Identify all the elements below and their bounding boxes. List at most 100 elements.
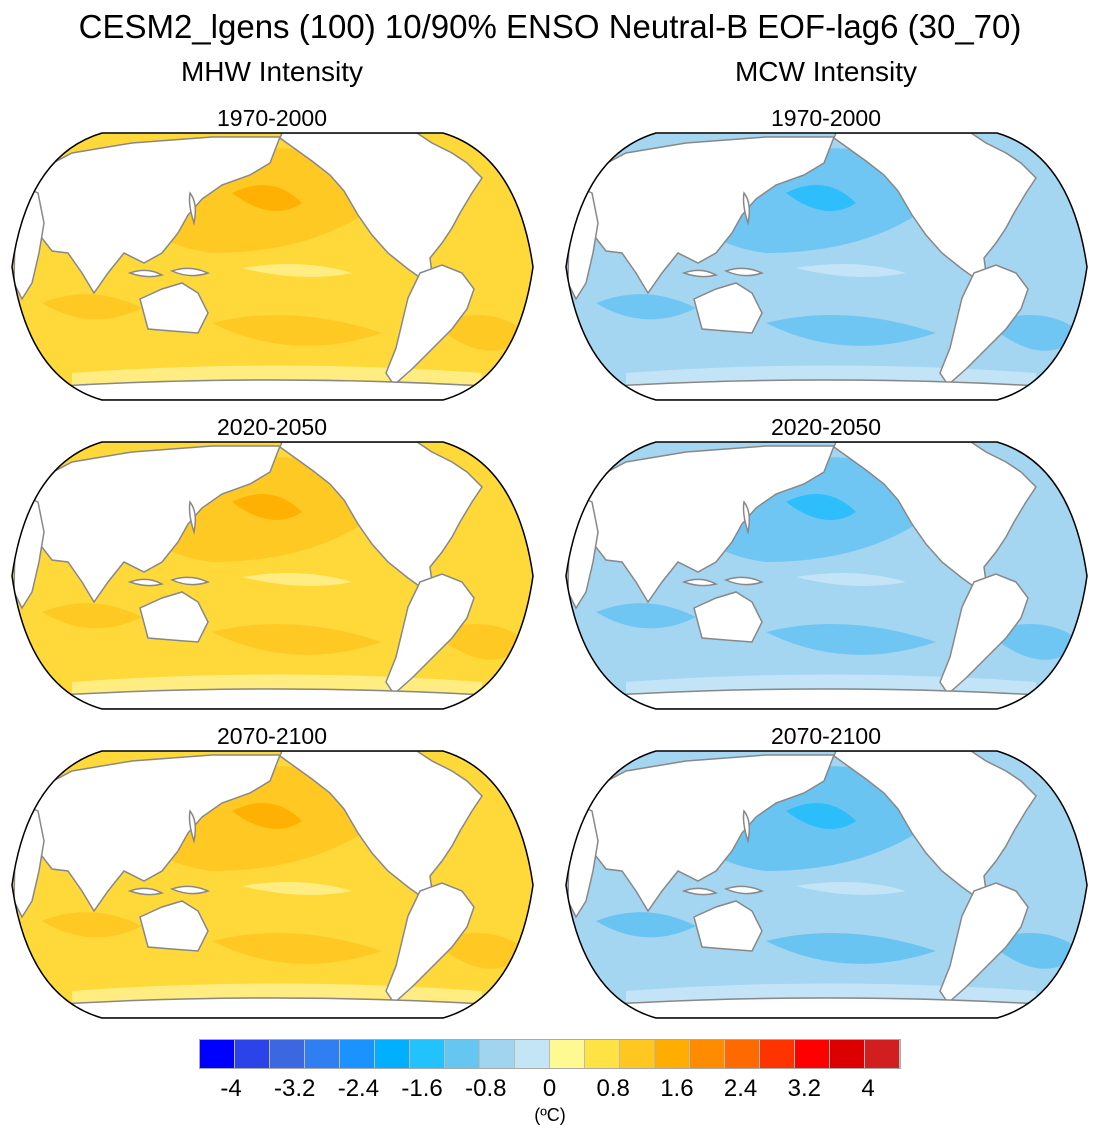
land-mass — [693, 900, 763, 952]
colorbar-tick-label: 0 — [542, 1075, 557, 1102]
anomaly-region — [232, 803, 302, 829]
colorbar-tick-label: -0.8 — [465, 1075, 507, 1102]
anomaly-region — [626, 983, 1036, 1003]
map-outline — [11, 441, 534, 710]
anomaly-region — [766, 315, 936, 346]
figure-title: CESM2_lgens (100) 10/90% ENSO Neutral-B … — [78, 8, 1022, 45]
colorbar-swatch — [480, 1040, 515, 1068]
map-panel — [565, 441, 1088, 710]
land-mass — [139, 282, 209, 334]
colorbar-tick-label: -2.4 — [337, 1075, 380, 1102]
map-outline — [11, 750, 534, 1019]
colorbar-swatch — [445, 1040, 480, 1068]
anomaly-region — [212, 315, 382, 346]
land-mass — [169, 267, 211, 277]
anomaly-region — [626, 674, 1036, 694]
panel-title: 2070-2100 — [771, 723, 881, 749]
map-panel — [11, 132, 534, 401]
colorbar-tick-label: 0.8 — [596, 1075, 630, 1102]
colorbar-tick-label: 1.6 — [660, 1075, 694, 1102]
colorbar-tick-label: -4 — [220, 1075, 242, 1102]
land-mass — [723, 576, 765, 586]
anomaly-region — [42, 603, 142, 629]
land-mass — [127, 887, 165, 896]
colorbar-swatch — [200, 1040, 235, 1068]
colorbar-swatch — [725, 1040, 760, 1068]
colorbar-swatch — [515, 1040, 550, 1068]
land-mass — [681, 269, 719, 278]
map-outline — [565, 441, 1088, 710]
column-title-mhw: MHW Intensity — [180, 56, 364, 87]
map-panel — [11, 441, 534, 710]
colorbar-swatch — [375, 1040, 410, 1068]
land-mass — [188, 500, 197, 535]
anomaly-region — [242, 264, 352, 277]
anomaly-region — [766, 624, 936, 655]
land-mass — [693, 282, 763, 334]
anomaly-region — [796, 882, 906, 895]
land-mass — [279, 442, 483, 589]
anomaly-region — [42, 912, 142, 938]
map-panel — [565, 750, 1088, 1019]
land-mass — [742, 500, 751, 535]
anomaly-region — [626, 365, 1036, 385]
land-mass — [139, 900, 209, 952]
colorbar-swatch — [760, 1040, 795, 1068]
land-mass — [188, 809, 197, 844]
colorbar-tick-label: -1.6 — [401, 1075, 443, 1102]
land-mass — [27, 445, 282, 604]
colorbar-swatch — [690, 1040, 725, 1068]
land-mass — [681, 887, 719, 896]
land-mass — [127, 269, 165, 278]
colorbar-swatch — [270, 1040, 305, 1068]
anomaly-region — [232, 185, 302, 211]
anomaly-region — [786, 803, 856, 829]
anomaly-region — [596, 603, 696, 629]
land-mass — [139, 591, 209, 643]
colorbar-swatch — [340, 1040, 375, 1068]
colorbar-swatch — [620, 1040, 655, 1068]
anomaly-region — [212, 933, 382, 964]
anomaly-region — [796, 573, 906, 586]
colorbar-unit: (ºC) — [534, 1105, 566, 1125]
anomaly-region — [786, 494, 856, 520]
colorbar-swatch — [585, 1040, 620, 1068]
land-mass — [385, 573, 475, 696]
land-mass — [939, 882, 1029, 1005]
anomaly-region — [242, 882, 352, 895]
land-mass — [681, 578, 719, 587]
land-mass — [939, 573, 1029, 696]
anomaly-region — [232, 494, 302, 520]
land-mass — [27, 136, 282, 295]
land-mass — [742, 191, 751, 226]
land-mass — [169, 576, 211, 586]
land-mass — [169, 885, 211, 895]
land-mass — [27, 754, 282, 913]
panel-title: 1970-2000 — [217, 105, 327, 131]
land-mass — [723, 885, 765, 895]
anomaly-region — [596, 912, 696, 938]
land-mass — [742, 809, 751, 844]
colorbar-tick-label: 3.2 — [787, 1075, 821, 1102]
land-mass — [939, 264, 1029, 387]
map-outline — [11, 132, 534, 401]
anomaly-region — [766, 933, 936, 964]
map-panel — [565, 132, 1088, 401]
colorbar-swatch — [795, 1040, 830, 1068]
colorbar-swatch — [655, 1040, 690, 1068]
panel-title: 2020-2050 — [771, 414, 881, 440]
anomaly-region — [786, 185, 856, 211]
land-mass — [581, 754, 836, 913]
land-mass — [279, 751, 483, 898]
land-mass — [833, 751, 1037, 898]
panel-title: 2020-2050 — [217, 414, 327, 440]
anomaly-region — [596, 294, 696, 320]
land-mass — [581, 445, 836, 604]
colorbar — [199, 1039, 901, 1069]
anomaly-region — [72, 674, 482, 694]
colorbar-tick-label: 4 — [861, 1075, 875, 1102]
colorbar-swatch — [235, 1040, 270, 1068]
land-mass — [279, 133, 483, 280]
anomaly-region — [72, 983, 482, 1003]
anomaly-region — [242, 573, 352, 586]
